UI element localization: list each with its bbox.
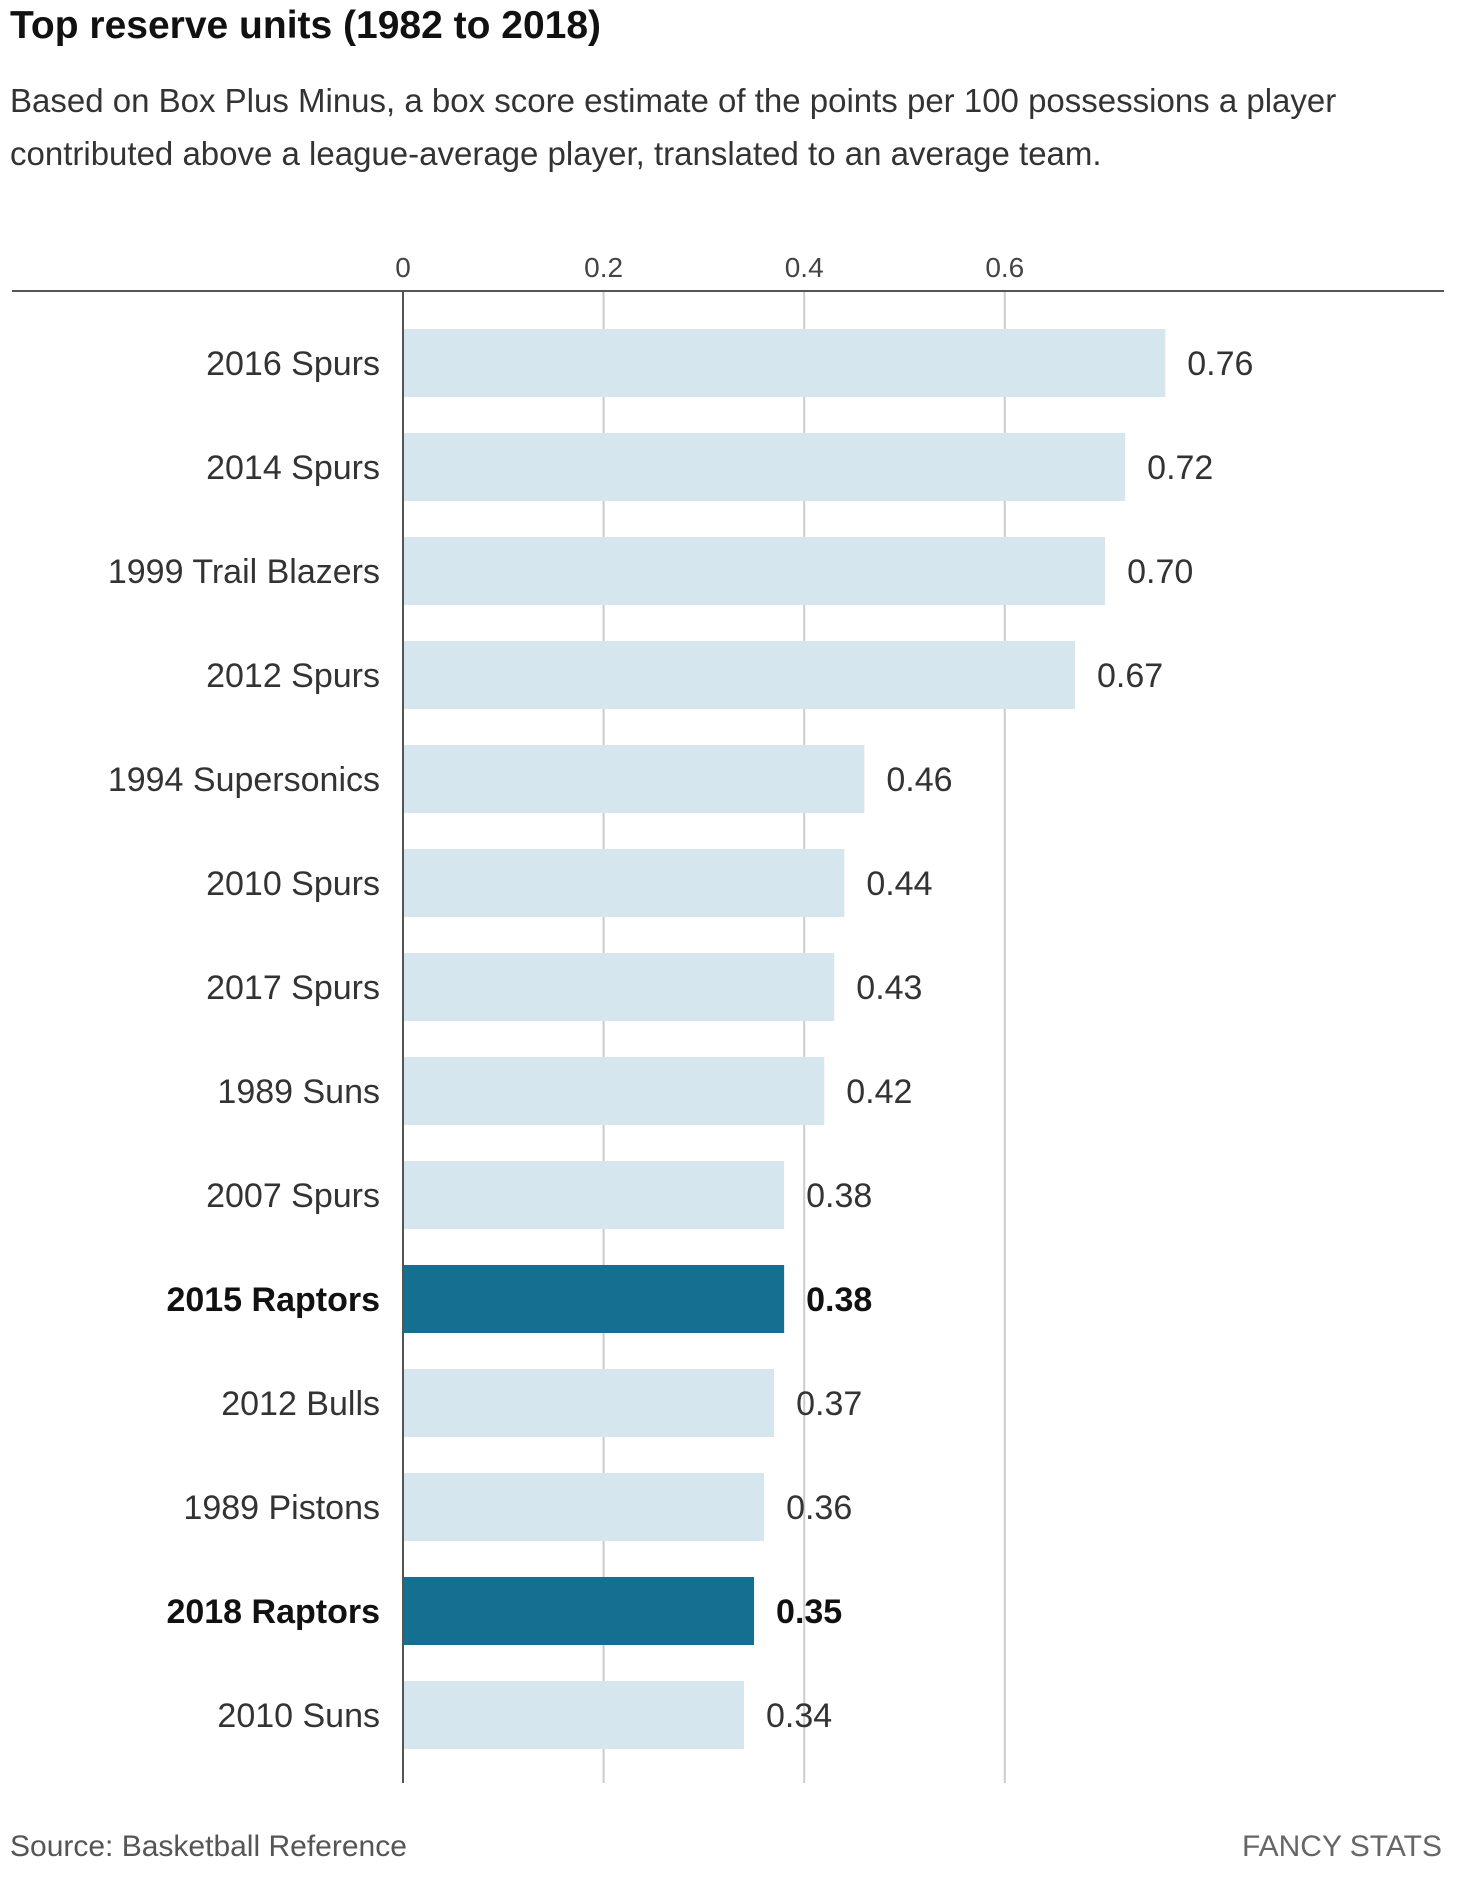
category-label: 2007 Spurs [206,1177,380,1215]
value-label: 0.44 [866,865,932,903]
x-tick-label: 0.4 [785,252,824,283]
x-tick-label: 0.2 [584,252,623,283]
axes [12,290,1444,1783]
bar [404,745,865,813]
bar [404,953,835,1021]
category-label: 1989 Pistons [183,1489,380,1527]
category-label: 2012 Spurs [206,657,380,695]
value-label: 0.43 [856,969,922,1007]
category-label: 1999 Trail Blazers [108,553,380,591]
value-label: 0.34 [766,1697,832,1735]
source-note: Source: Basketball Reference [10,1830,407,1863]
value-label: 0.35 [776,1593,842,1631]
x-tick-label: 0 [395,252,411,283]
bar [404,329,1166,397]
chart-title: Top reserve units (1982 to 2018) [10,4,602,47]
value-label: 0.38 [806,1177,872,1215]
category-label: 2014 Spurs [206,449,380,487]
bar [404,537,1106,605]
bar [404,1577,755,1645]
bars [404,329,1166,1749]
bar [404,641,1076,709]
value-label: 0.38 [806,1281,872,1319]
category-label: 2016 Spurs [206,345,380,383]
value-label: 0.67 [1097,657,1163,695]
value-label: 0.46 [886,761,952,799]
category-label: 1994 Supersonics [108,761,380,799]
bar [404,433,1126,501]
category-label: 1989 Suns [217,1073,380,1111]
x-tick-label: 0.6 [985,252,1024,283]
bar [404,1369,775,1437]
grid-lines [602,291,1006,1783]
value-label: 0.36 [786,1489,852,1527]
category-label: 2017 Spurs [206,969,380,1007]
category-label: 2010 Spurs [206,865,380,903]
value-label: 0.37 [796,1385,862,1423]
category-label: 2018 Raptors [166,1593,380,1631]
bar-chart: 0 0.2 0.4 0.6 2016 Spurs 0.76 2014 Spurs 0.72 19… [12,252,1444,1783]
brand-label: FANCY STATS [1241,1830,1442,1863]
bar [404,1473,765,1541]
bar [404,1681,745,1749]
bar [404,1057,825,1125]
value-label: 0.72 [1147,449,1213,487]
category-label: 2010 Suns [217,1697,380,1735]
bar [404,1265,785,1333]
bar [404,1161,785,1229]
bar [404,849,845,917]
labels: 0 0.2 0.4 0.6 2016 Spurs 0.76 2014 Spurs 0.72 19… [108,252,1254,1735]
category-label: 2015 Raptors [166,1281,380,1319]
value-label: 0.76 [1187,345,1253,383]
category-label: 2012 Bulls [221,1385,380,1423]
value-label: 0.70 [1127,553,1193,591]
value-label: 0.42 [846,1073,912,1111]
chart-subtitle: Based on Box Plus Minus, a box score est… [10,82,1337,172]
